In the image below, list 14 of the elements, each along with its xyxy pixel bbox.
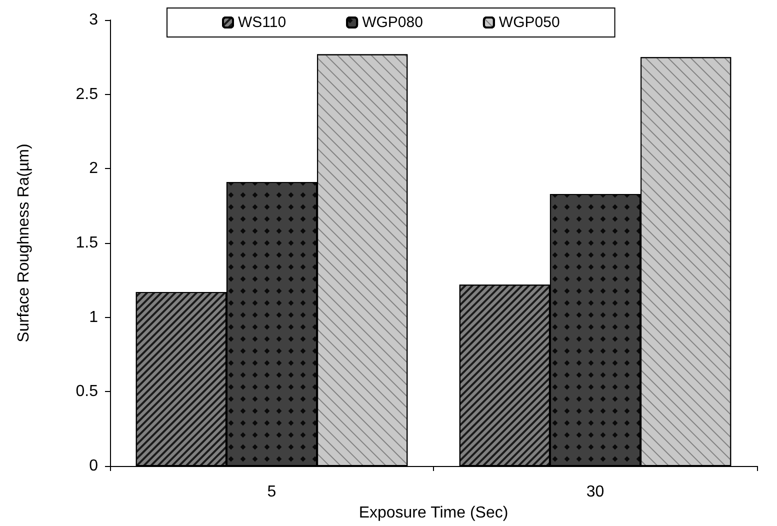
x-tick-label: 30 [586, 484, 604, 500]
y-tick-label: 2.5 [76, 86, 98, 103]
x-tick-label: 5 [267, 484, 276, 500]
y-tick-label: 0 [89, 458, 98, 474]
y-axis-title: Surface Roughness Ra(µm) [16, 144, 32, 342]
y-tick-label: 3 [89, 12, 98, 28]
y-tick-label: 0.5 [76, 383, 98, 400]
y-tick-label: 1 [89, 308, 98, 326]
y-tick-label: 1.5 [76, 234, 98, 252]
y-tick-label: 2 [89, 160, 98, 178]
legend-label: WS110 [238, 14, 286, 31]
x-axis-title: Exposure Time (Sec) [358, 504, 508, 522]
legend-label: WGP080 [362, 14, 423, 31]
legend-label: WGP050 [498, 14, 560, 31]
